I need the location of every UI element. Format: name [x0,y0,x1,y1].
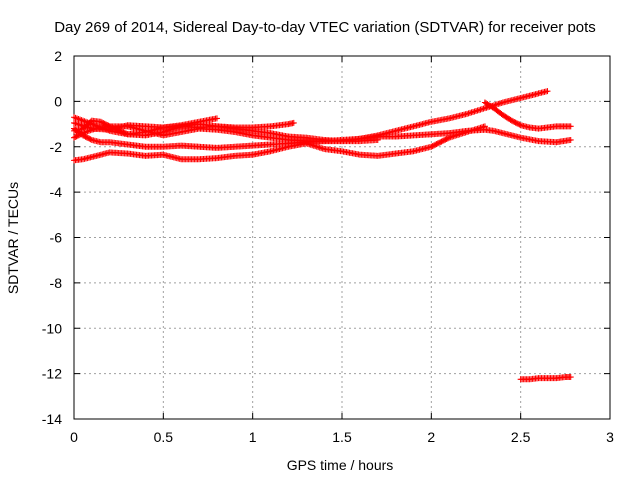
data-point [72,134,79,141]
data-point [121,130,128,137]
data-point [213,115,220,122]
x-tick-label: 0.5 [154,429,174,445]
data-point [116,127,123,134]
data-point [544,88,551,95]
data-point [512,119,519,126]
y-tick-label: -14 [42,411,62,427]
data-point [101,120,108,127]
data-point [481,123,488,130]
data-point [438,138,445,145]
data-point [87,118,94,125]
y-tick-label: -4 [50,184,63,200]
data-point [434,140,441,147]
data-point [113,126,120,133]
data-point [428,143,435,150]
data-point [513,120,520,127]
data-point [120,129,127,136]
data-point [119,128,126,135]
data-point [374,136,381,143]
data-point [444,135,451,142]
series-track-8 [517,374,574,383]
x-tick-label: 1 [249,429,257,445]
data-point [112,125,119,132]
data-point [515,120,522,127]
data-point [567,136,574,143]
y-tick-label: -2 [50,139,63,155]
data-point [114,126,121,133]
data-point [108,123,115,130]
data-point [105,122,112,129]
x-tick-label: 1.5 [332,429,352,445]
data-point [432,141,439,148]
data-point [77,131,84,138]
data-point [74,132,81,139]
data-point [567,123,574,130]
data-point [511,118,518,125]
data-point [117,128,124,135]
data-point [290,119,297,126]
data-point [85,134,92,141]
data-point [510,118,517,125]
data-point [109,124,116,131]
axis-ticks: 0 0.5 1 1.5 2 2.5 3 -14 -12 -10 -8 -6 -4 -2 0 2 [42,48,614,445]
data-point [433,141,440,148]
data-point [71,134,77,141]
data-point [429,143,436,150]
data-points [71,88,574,383]
x-tick-label: 3 [606,429,614,445]
data-point [76,132,83,139]
data-point [104,122,111,129]
data-point [567,374,574,381]
y-tick-label: -10 [42,320,62,336]
data-point [443,135,450,142]
data-point [86,135,93,142]
y-tick-label: 0 [54,93,62,109]
y-tick-label: -6 [50,230,63,246]
data-point [439,137,446,144]
x-tick-label: 2 [427,429,435,445]
y-tick-label: -8 [50,275,63,291]
series-track-6 [71,115,220,138]
grid-lines [74,56,610,419]
series-track-2 [71,123,488,164]
data-point [110,125,117,132]
data-point [435,139,442,146]
data-point [430,142,437,149]
x-axis-label: GPS time / hours [287,457,394,473]
y-axis-label: SDTVAR / TECUs [5,182,21,294]
data-point [441,137,448,144]
x-tick-label: 2.5 [511,429,531,445]
data-point [100,120,107,127]
x-tick-label: 0 [70,429,78,445]
data-point [99,119,106,126]
data-point [516,121,523,128]
y-tick-label: -12 [42,366,62,382]
data-point [442,136,449,143]
data-point [87,136,94,143]
data-point [83,134,90,141]
data-point [437,139,444,146]
data-point [508,117,515,124]
y-tick-label: 2 [54,48,62,64]
data-point [106,123,113,130]
data-point [102,121,109,128]
series-track-7 [481,99,574,132]
data-point [97,118,104,125]
chart-title: Day 269 of 2014, Sidereal Day-to-day VTE… [54,19,596,36]
data-point [73,133,80,140]
